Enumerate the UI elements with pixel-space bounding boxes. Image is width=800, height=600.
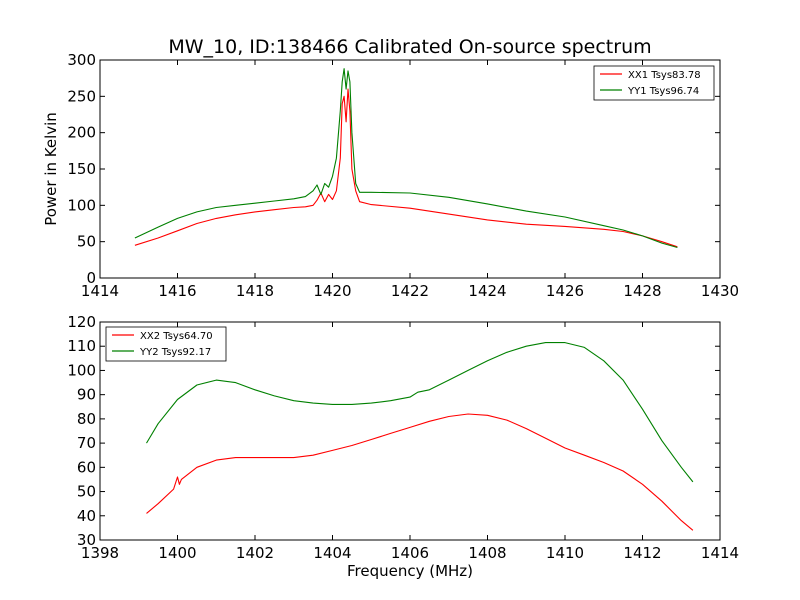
y-tick-label: 50	[77, 233, 96, 251]
x-tick-label: 1420	[313, 282, 351, 300]
bottom-x-axis-label: Frequency (MHz)	[347, 562, 473, 580]
top-legend-box	[593, 65, 715, 101]
top-plot: MW_10, ID:138466 Calibrated On-source sp…	[42, 36, 739, 300]
y-tick-label: 300	[67, 51, 96, 69]
y-tick-label: 100	[67, 361, 96, 379]
chart-title: MW_10, ID:138466 Calibrated On-source sp…	[168, 36, 651, 58]
bottom-plot: Frequency (MHz) 1398 1400 1402 1404 1406 1408…	[67, 313, 739, 580]
y-tick-label: 100	[67, 196, 96, 214]
y-tick-label: 40	[77, 507, 96, 525]
top-plot-frame	[99, 59, 721, 279]
y-tick-label: 120	[67, 313, 96, 331]
x-tick-label: 1402	[236, 544, 274, 562]
bottom-legend: XX2 Tsys64.70 YY2 Tsys92.17	[105, 326, 227, 362]
y-tick-label: 90	[77, 386, 96, 404]
x-tick-label: 1414	[81, 282, 119, 300]
legend-label-xx2: XX2 Tsys64.70	[140, 331, 213, 342]
x-tick-label: 1412	[623, 544, 661, 562]
x-tick-label: 1404	[313, 544, 351, 562]
x-tick-label: 1408	[468, 544, 506, 562]
x-tick-label: 1418	[236, 282, 274, 300]
y-tick-label: 150	[67, 160, 96, 178]
legend-label-yy2: YY2 Tsys92.17	[139, 347, 211, 358]
series-line-yy1	[134, 68, 678, 249]
bottom-plot-frame	[99, 321, 721, 541]
x-tick-label: 1424	[468, 282, 506, 300]
y-tick-label: 60	[77, 458, 96, 476]
top-axis-ticks: 1414 1416 1418 1420 1422 1424 1426 1428 1430 0 50 1…	[67, 51, 739, 300]
top-curves	[134, 68, 678, 249]
x-tick-label: 1410	[546, 544, 584, 562]
y-tick-label: 200	[67, 124, 96, 142]
legend-label-yy1: YY1 Tsys96.74	[627, 86, 699, 97]
y-tick-label: 70	[77, 434, 96, 452]
top-legend: XX1 Tsys83.78 YY1 Tsys96.74	[593, 65, 715, 101]
y-tick-label: 0	[86, 269, 96, 287]
bottom-curves	[146, 342, 694, 531]
bottom-legend-box	[105, 326, 227, 362]
bottom-axis-ticks: 1398 1400 1402 1404 1406 1408 1410 1412 1414 30 40…	[67, 313, 739, 562]
y-tick-label: 50	[77, 483, 96, 501]
top-y-axis-label: Power in Kelvin	[42, 112, 60, 226]
x-tick-label: 1426	[546, 282, 584, 300]
x-tick-label: 1406	[391, 544, 429, 562]
y-tick-label: 110	[67, 337, 96, 355]
x-tick-label: 1430	[701, 282, 739, 300]
series-line-xx2	[146, 413, 694, 531]
x-tick-label: 1416	[158, 282, 196, 300]
x-tick-label: 1422	[391, 282, 429, 300]
y-tick-label: 80	[77, 410, 96, 428]
x-tick-label: 1398	[81, 544, 119, 562]
series-line-xx1	[134, 88, 678, 248]
x-tick-label: 1400	[158, 544, 196, 562]
legend-label-xx1: XX1 Tsys83.78	[628, 70, 701, 81]
x-tick-label: 1428	[623, 282, 661, 300]
series-line-yy2	[146, 342, 694, 483]
x-tick-label: 1414	[701, 544, 739, 562]
y-tick-label: 30	[77, 531, 96, 549]
y-tick-label: 250	[67, 87, 96, 105]
